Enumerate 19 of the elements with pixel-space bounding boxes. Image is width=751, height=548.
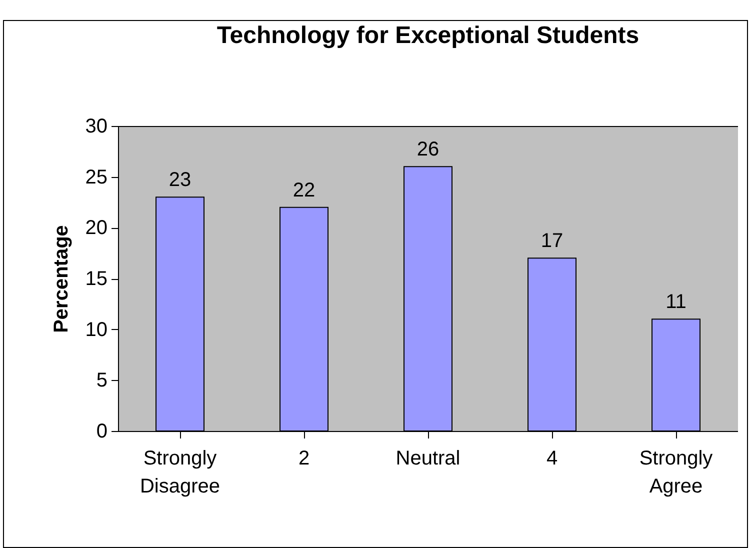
data-label: 22 bbox=[292, 179, 316, 202]
x-tick-label: 2 bbox=[298, 448, 310, 470]
y-tick-label: 5 bbox=[96, 370, 108, 392]
y-tick-label: 20 bbox=[85, 217, 108, 240]
x-tick-label: Strongly Agree bbox=[639, 448, 713, 498]
y-tick-label: 30 bbox=[85, 116, 108, 138]
x-tick-label: Strongly Disagree bbox=[140, 448, 220, 498]
chart-title: Technology for Exceptional Students bbox=[216, 22, 640, 49]
y-tick-label: 15 bbox=[85, 268, 108, 290]
y-tick-label: 25 bbox=[85, 166, 108, 188]
data-label: 17 bbox=[540, 230, 564, 252]
data-label: 26 bbox=[416, 138, 440, 161]
data-label: 23 bbox=[168, 169, 192, 192]
y-tick-label: 10 bbox=[85, 318, 108, 341]
y-axis-title: Percentage bbox=[50, 225, 72, 333]
x-tick-label: Neutral bbox=[396, 448, 460, 470]
x-tick-label: 4 bbox=[546, 448, 558, 470]
y-tick-label: 0 bbox=[96, 420, 108, 442]
data-label: 11 bbox=[666, 291, 686, 314]
